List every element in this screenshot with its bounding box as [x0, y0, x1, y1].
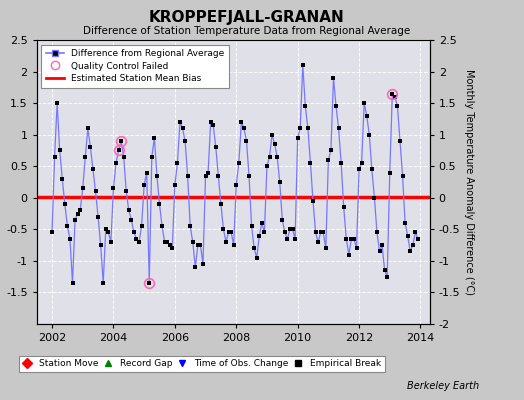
Legend: Station Move, Record Gap, Time of Obs. Change, Empirical Break: Station Move, Record Gap, Time of Obs. C… — [19, 356, 385, 372]
Text: KROPPEFJALL-GRANAN: KROPPEFJALL-GRANAN — [148, 10, 344, 25]
Text: Berkeley Earth: Berkeley Earth — [407, 381, 479, 391]
Text: Difference of Station Temperature Data from Regional Average: Difference of Station Temperature Data f… — [83, 26, 410, 36]
Y-axis label: Monthly Temperature Anomaly Difference (°C): Monthly Temperature Anomaly Difference (… — [464, 69, 475, 295]
